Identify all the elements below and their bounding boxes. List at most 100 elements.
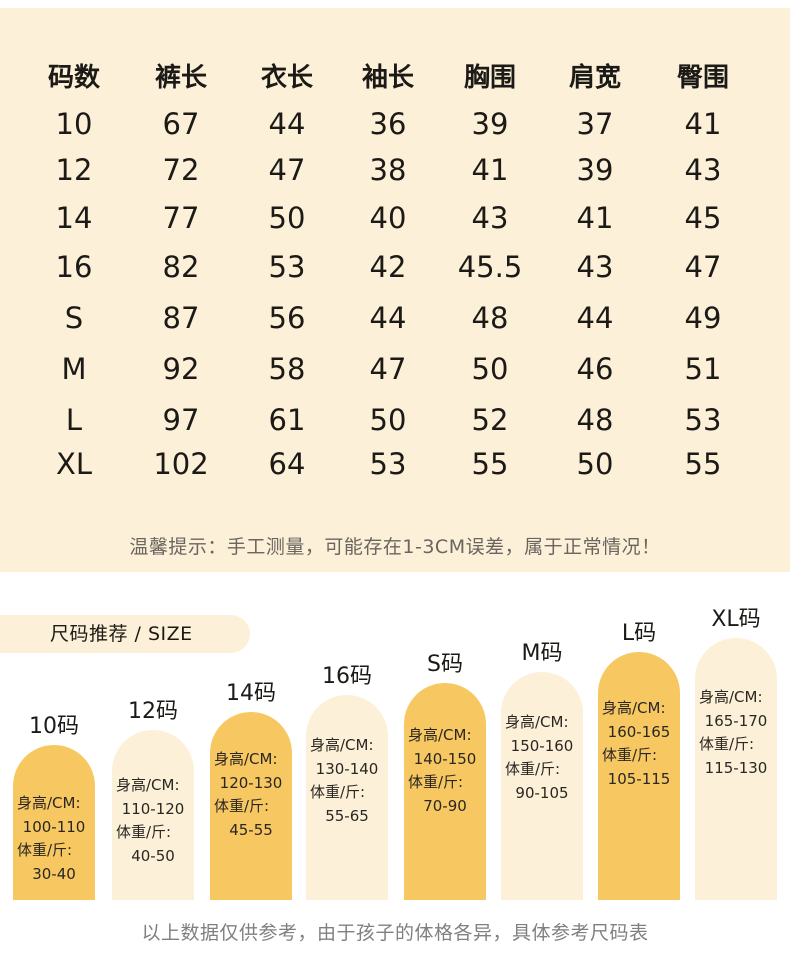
weight-value: 30-40 xyxy=(32,864,76,883)
size-bar: 身高/CM: 100-110 体重/斤: 30-40 xyxy=(13,745,95,900)
measurement-cell: 77 xyxy=(162,201,200,235)
table-row: 14 77 50 40 43 41 45 xyxy=(0,196,790,240)
weight-value: 40-50 xyxy=(131,846,175,865)
size-bar: 身高/CM: 150-160 体重/斤: 90-105 xyxy=(501,672,583,900)
measurement-cell: 39 xyxy=(576,153,614,187)
table-row: XL 102 64 53 55 50 55 xyxy=(0,442,790,486)
weight-label: 体重/斤: xyxy=(408,773,464,791)
height-value: 160-165 xyxy=(607,722,671,741)
size-bar-title: S码 xyxy=(427,652,463,677)
weight-value: 115-130 xyxy=(704,758,768,777)
size-bar: 身高/CM: 130-140 体重/斤: 55-65 xyxy=(306,695,388,900)
measurement-cell: 53 xyxy=(369,447,407,481)
size-cell: L xyxy=(65,403,83,437)
size-cell: XL xyxy=(55,447,93,481)
weight-label: 体重/斤: xyxy=(310,783,366,801)
size-cell: 10 xyxy=(55,107,93,141)
measurement-cell: 58 xyxy=(268,352,306,386)
measurement-cell: 47 xyxy=(684,250,722,284)
height-label: 身高/CM: xyxy=(505,713,569,731)
size-bar: 身高/CM: 140-150 体重/斤: 70-90 xyxy=(404,683,486,900)
height-value: 130-140 xyxy=(315,759,379,778)
measurement-cell: 92 xyxy=(162,352,200,386)
height-label: 身高/CM: xyxy=(17,794,81,812)
size-bar: 身高/CM: 165-170 体重/斤: 115-130 xyxy=(695,638,777,900)
header-cell: 胸围 xyxy=(463,63,516,93)
measurement-cell: 43 xyxy=(684,153,722,187)
weight-label: 体重/斤: xyxy=(505,760,561,778)
measurement-cell: 102 xyxy=(153,447,209,481)
measurement-cell: 43 xyxy=(576,250,614,284)
measurement-cell: 37 xyxy=(576,107,614,141)
measurement-cell: 44 xyxy=(576,301,614,335)
height-value: 150-160 xyxy=(510,736,574,755)
height-value: 110-120 xyxy=(121,799,185,818)
size-bar-title: M码 xyxy=(521,641,563,666)
size-bar-text: 身高/CM: 165-170 体重/斤: 115-130 xyxy=(695,686,777,780)
measurement-cell: 97 xyxy=(162,403,200,437)
size-bar-text: 身高/CM: 150-160 体重/斤: 90-105 xyxy=(501,711,583,805)
size-bar-title: 16码 xyxy=(322,664,372,689)
footer-note: 以上数据仅供参考，由于孩子的体格各异，具体参考尺码表 xyxy=(141,922,649,944)
table-row: L 97 61 50 52 48 53 xyxy=(0,398,790,442)
size-recommend-title-pill: 尺码推荐 / SIZE xyxy=(0,615,250,653)
size-bar: 身高/CM: 110-120 体重/斤: 40-50 xyxy=(112,730,194,900)
measurement-cell: 50 xyxy=(268,201,306,235)
measurement-cell: 40 xyxy=(369,201,407,235)
weight-value: 70-90 xyxy=(423,796,467,815)
measurement-cell: 43 xyxy=(471,201,509,235)
height-label: 身高/CM: xyxy=(310,736,374,754)
measurement-cell: 51 xyxy=(684,352,722,386)
size-cell: S xyxy=(64,301,84,335)
size-bar-title: L码 xyxy=(621,621,657,646)
height-label: 身高/CM: xyxy=(116,776,180,794)
size-bar-title: 12码 xyxy=(128,699,178,724)
size-cell: 12 xyxy=(55,153,93,187)
height-value: 140-150 xyxy=(413,749,477,768)
measurement-cell: 53 xyxy=(268,250,306,284)
measurement-cell: 41 xyxy=(576,201,614,235)
size-table-panel xyxy=(0,8,790,572)
measurement-cell: 49 xyxy=(684,301,722,335)
size-cell: 16 xyxy=(55,250,93,284)
measurement-cell: 56 xyxy=(268,301,306,335)
weight-value: 55-65 xyxy=(325,806,369,825)
size-bar-title: XL码 xyxy=(711,607,761,632)
header-cell: 袖长 xyxy=(361,63,414,93)
measurement-cell: 41 xyxy=(471,153,509,187)
measurement-cell: 72 xyxy=(162,153,200,187)
measurement-cell: 44 xyxy=(268,107,306,141)
measurement-cell: 48 xyxy=(471,301,509,335)
weight-value: 45-55 xyxy=(229,820,273,839)
measurement-cell: 67 xyxy=(162,107,200,141)
table-row: 12 72 47 38 41 39 43 xyxy=(0,148,790,192)
measurement-cell: 64 xyxy=(268,447,306,481)
height-value: 120-130 xyxy=(219,773,283,792)
header-cell: 码数 xyxy=(47,63,100,93)
size-cell: 14 xyxy=(55,201,93,235)
weight-label: 体重/斤: xyxy=(602,746,658,764)
table-row: S 87 56 44 48 44 49 xyxy=(0,296,790,340)
measurement-cell: 55 xyxy=(684,447,722,481)
size-bar-text: 身高/CM: 100-110 体重/斤: 30-40 xyxy=(13,792,95,886)
measurement-cell: 45.5 xyxy=(457,250,523,284)
header-cell: 肩宽 xyxy=(568,63,621,93)
weight-value: 90-105 xyxy=(515,783,569,802)
weight-label: 体重/斤: xyxy=(214,797,270,815)
measurement-cell: 36 xyxy=(369,107,407,141)
measurement-cell: 48 xyxy=(576,403,614,437)
size-bar: 身高/CM: 120-130 体重/斤: 45-55 xyxy=(210,712,292,900)
table-header-row: 码数 裤长 衣长 袖长 胸围 肩宽 臀围 xyxy=(0,56,790,100)
weight-label: 体重/斤: xyxy=(17,841,73,859)
measurement-cell: 39 xyxy=(471,107,509,141)
height-value: 100-110 xyxy=(22,817,86,836)
height-value: 165-170 xyxy=(704,711,768,730)
measurement-cell: 41 xyxy=(684,107,722,141)
height-label: 身高/CM: xyxy=(602,699,666,717)
header-cell: 衣长 xyxy=(260,63,313,93)
measurement-cell: 45 xyxy=(684,201,722,235)
header-cell: 裤长 xyxy=(154,63,207,93)
measurement-cell: 50 xyxy=(576,447,614,481)
measurement-cell: 53 xyxy=(684,403,722,437)
weight-label: 体重/斤: xyxy=(116,823,172,841)
